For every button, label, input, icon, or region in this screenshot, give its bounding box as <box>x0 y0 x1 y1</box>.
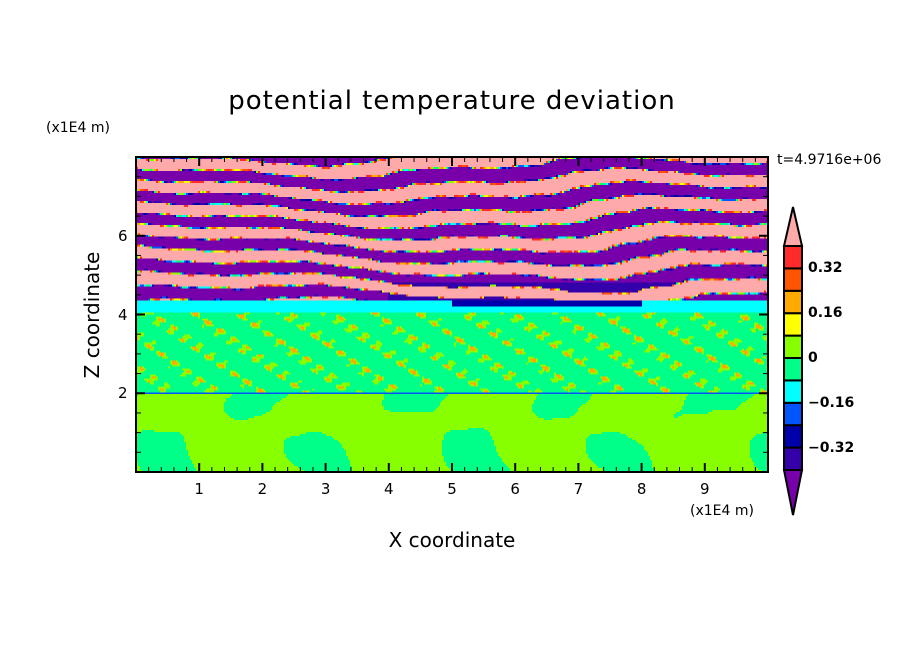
colorbar-box <box>783 245 803 270</box>
y-tick-label: 6 <box>118 226 128 245</box>
colorbar-box <box>783 401 803 427</box>
time-label: t=4.9716e+06 <box>777 152 882 168</box>
x-tick-label: 6 <box>510 480 520 498</box>
x-units-label: (x1E4 m) <box>690 503 754 519</box>
x-tick-label: 5 <box>447 480 457 498</box>
colorbar-upper-extend <box>782 206 804 247</box>
y-tick-label: 2 <box>118 384 128 403</box>
colorbar-label: 0 <box>808 350 818 366</box>
colorbar-label: 0.16 <box>808 305 843 322</box>
x-tick-label: 2 <box>257 480 268 498</box>
chart-title: potential temperature deviation <box>228 86 676 116</box>
colorbar-label: 0.32 <box>808 260 843 277</box>
colorbar-label: −0.32 <box>808 439 855 456</box>
colorbar-lower-extend <box>782 469 804 516</box>
y-tick-label: 4 <box>118 305 128 324</box>
y-units-label: (x1E4 m) <box>46 120 110 136</box>
x-tick-label: 1 <box>194 480 204 498</box>
x-tick-label: 8 <box>636 480 647 498</box>
colorbar-box <box>783 446 803 472</box>
plot-frame <box>135 156 769 473</box>
colorbar-box <box>783 424 803 449</box>
colorbar-box <box>783 312 803 337</box>
contour-field <box>136 157 768 472</box>
x-tick-label: 4 <box>384 480 394 498</box>
colorbar-box <box>783 379 803 404</box>
colorbar-box <box>783 334 803 360</box>
colorbar-box <box>783 289 803 315</box>
x-axis-label: X coordinate <box>388 528 516 552</box>
x-tick-label: 3 <box>320 480 331 498</box>
x-tick-label: 9 <box>700 480 710 498</box>
x-tick-label: 7 <box>573 480 584 498</box>
colorbar-box <box>783 357 803 382</box>
colorbar-label: −0.16 <box>808 394 855 411</box>
colorbar-box <box>783 267 803 292</box>
